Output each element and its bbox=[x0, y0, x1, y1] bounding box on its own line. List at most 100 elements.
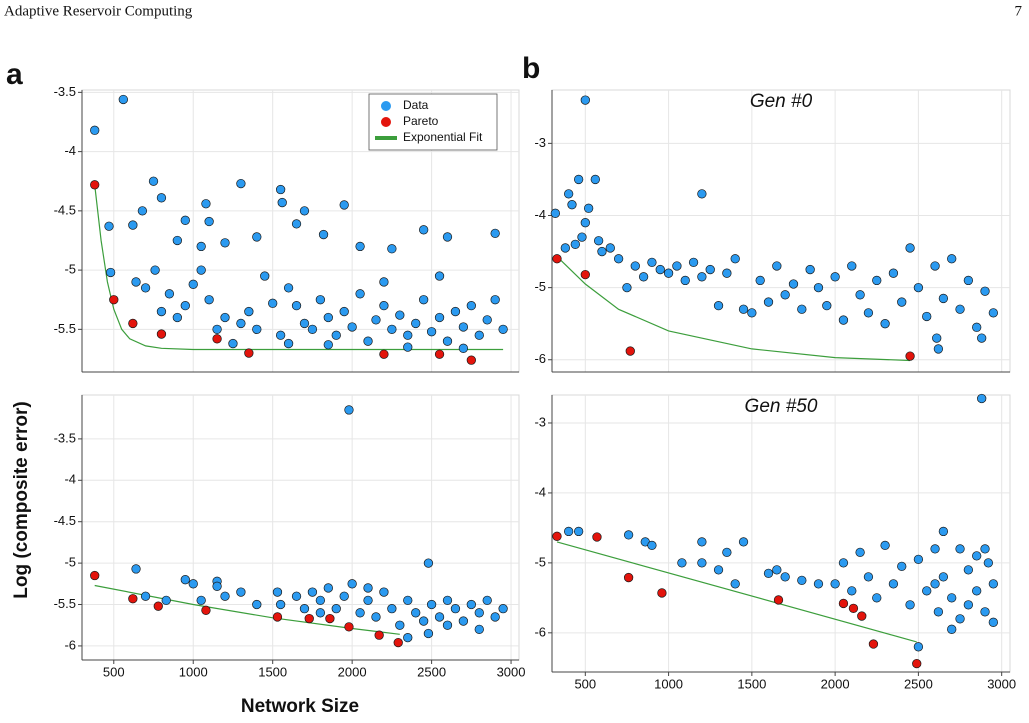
data-point bbox=[963, 600, 974, 610]
pareto-point bbox=[657, 588, 667, 598]
data-point bbox=[888, 268, 899, 278]
data-point bbox=[188, 579, 198, 589]
legend-label: Data bbox=[403, 98, 429, 112]
data-point bbox=[403, 595, 413, 606]
data-point bbox=[434, 612, 445, 622]
data-point bbox=[347, 322, 357, 332]
pareto-point bbox=[848, 603, 859, 613]
data-point bbox=[977, 333, 987, 343]
pareto-point bbox=[156, 329, 167, 339]
data-point bbox=[419, 616, 429, 626]
data-point bbox=[498, 324, 508, 334]
y-tick-label: -4 bbox=[534, 484, 546, 499]
data-point bbox=[573, 526, 584, 537]
pareto-point bbox=[325, 613, 335, 624]
data-point bbox=[697, 537, 707, 547]
data-point bbox=[955, 544, 965, 554]
data-point bbox=[564, 189, 574, 199]
data-point bbox=[897, 561, 907, 572]
data-point bbox=[419, 295, 429, 305]
data-point bbox=[863, 572, 874, 582]
data-point bbox=[688, 257, 699, 268]
x-tick-label: 2000 bbox=[821, 676, 850, 691]
data-point bbox=[813, 282, 824, 293]
data-point bbox=[212, 324, 222, 334]
pareto-point bbox=[128, 594, 138, 604]
data-point bbox=[880, 540, 890, 551]
data-point bbox=[291, 219, 302, 229]
data-point bbox=[872, 593, 882, 603]
data-point bbox=[947, 254, 957, 264]
data-point bbox=[705, 264, 715, 275]
data-point bbox=[442, 336, 453, 346]
data-point bbox=[988, 617, 998, 627]
data-point bbox=[847, 261, 857, 271]
y-tick-label: -4 bbox=[64, 472, 76, 487]
data-point bbox=[590, 174, 600, 185]
data-point bbox=[137, 206, 148, 216]
data-point bbox=[307, 587, 318, 597]
data-point bbox=[395, 310, 405, 320]
data-point bbox=[344, 405, 354, 415]
fit-line bbox=[556, 541, 917, 643]
data-point bbox=[403, 330, 413, 340]
data-point bbox=[371, 612, 381, 622]
data-point bbox=[423, 558, 434, 568]
data-point bbox=[955, 614, 965, 624]
data-point bbox=[204, 216, 214, 227]
y-tick-label: -4 bbox=[534, 207, 546, 222]
data-point bbox=[323, 340, 333, 350]
data-point bbox=[236, 587, 246, 597]
data-point bbox=[331, 604, 341, 614]
data-point bbox=[434, 312, 445, 323]
data-point bbox=[913, 554, 924, 565]
data-point bbox=[980, 607, 990, 617]
data-point bbox=[150, 265, 160, 275]
data-point bbox=[947, 624, 957, 634]
legend-swatch bbox=[381, 101, 391, 111]
pareto-point bbox=[623, 572, 634, 583]
x-tick-label: 3000 bbox=[497, 664, 526, 679]
data-point bbox=[663, 268, 674, 278]
data-point bbox=[830, 272, 840, 282]
data-point bbox=[772, 565, 782, 575]
data-point bbox=[583, 203, 594, 213]
plot-area bbox=[551, 89, 1011, 373]
y-axis-label: Log (composite error) bbox=[11, 401, 32, 598]
data-point bbox=[977, 393, 987, 404]
data-point bbox=[972, 586, 982, 596]
data-point bbox=[788, 279, 799, 289]
y-tick-label: -4.5 bbox=[54, 513, 76, 528]
data-point bbox=[647, 257, 657, 268]
data-point bbox=[933, 607, 944, 617]
y-tick-label: -5.5 bbox=[54, 596, 76, 611]
data-point bbox=[623, 530, 634, 540]
data-point bbox=[104, 221, 114, 231]
pareto-point bbox=[857, 611, 867, 621]
data-point bbox=[490, 612, 500, 622]
data-point bbox=[442, 595, 453, 606]
data-point bbox=[128, 220, 138, 230]
data-point bbox=[622, 282, 632, 293]
data-point bbox=[283, 283, 294, 293]
data-point bbox=[938, 572, 949, 582]
x-tick-label: 500 bbox=[574, 676, 596, 691]
pareto-point bbox=[344, 622, 354, 632]
data-point bbox=[172, 235, 182, 246]
data-point bbox=[697, 558, 707, 568]
data-point bbox=[315, 608, 326, 618]
data-point bbox=[387, 324, 397, 334]
data-point bbox=[363, 595, 373, 606]
data-point bbox=[672, 261, 682, 271]
data-point bbox=[442, 620, 453, 630]
pareto-point bbox=[304, 613, 314, 624]
data-point bbox=[355, 289, 365, 299]
page-number: 7 bbox=[1015, 3, 1023, 19]
data-point bbox=[980, 544, 990, 554]
data-point bbox=[220, 591, 230, 601]
data-point bbox=[252, 324, 262, 334]
pareto-point bbox=[912, 658, 922, 669]
data-point bbox=[272, 587, 283, 597]
data-point bbox=[236, 318, 246, 329]
data-point bbox=[922, 311, 932, 322]
